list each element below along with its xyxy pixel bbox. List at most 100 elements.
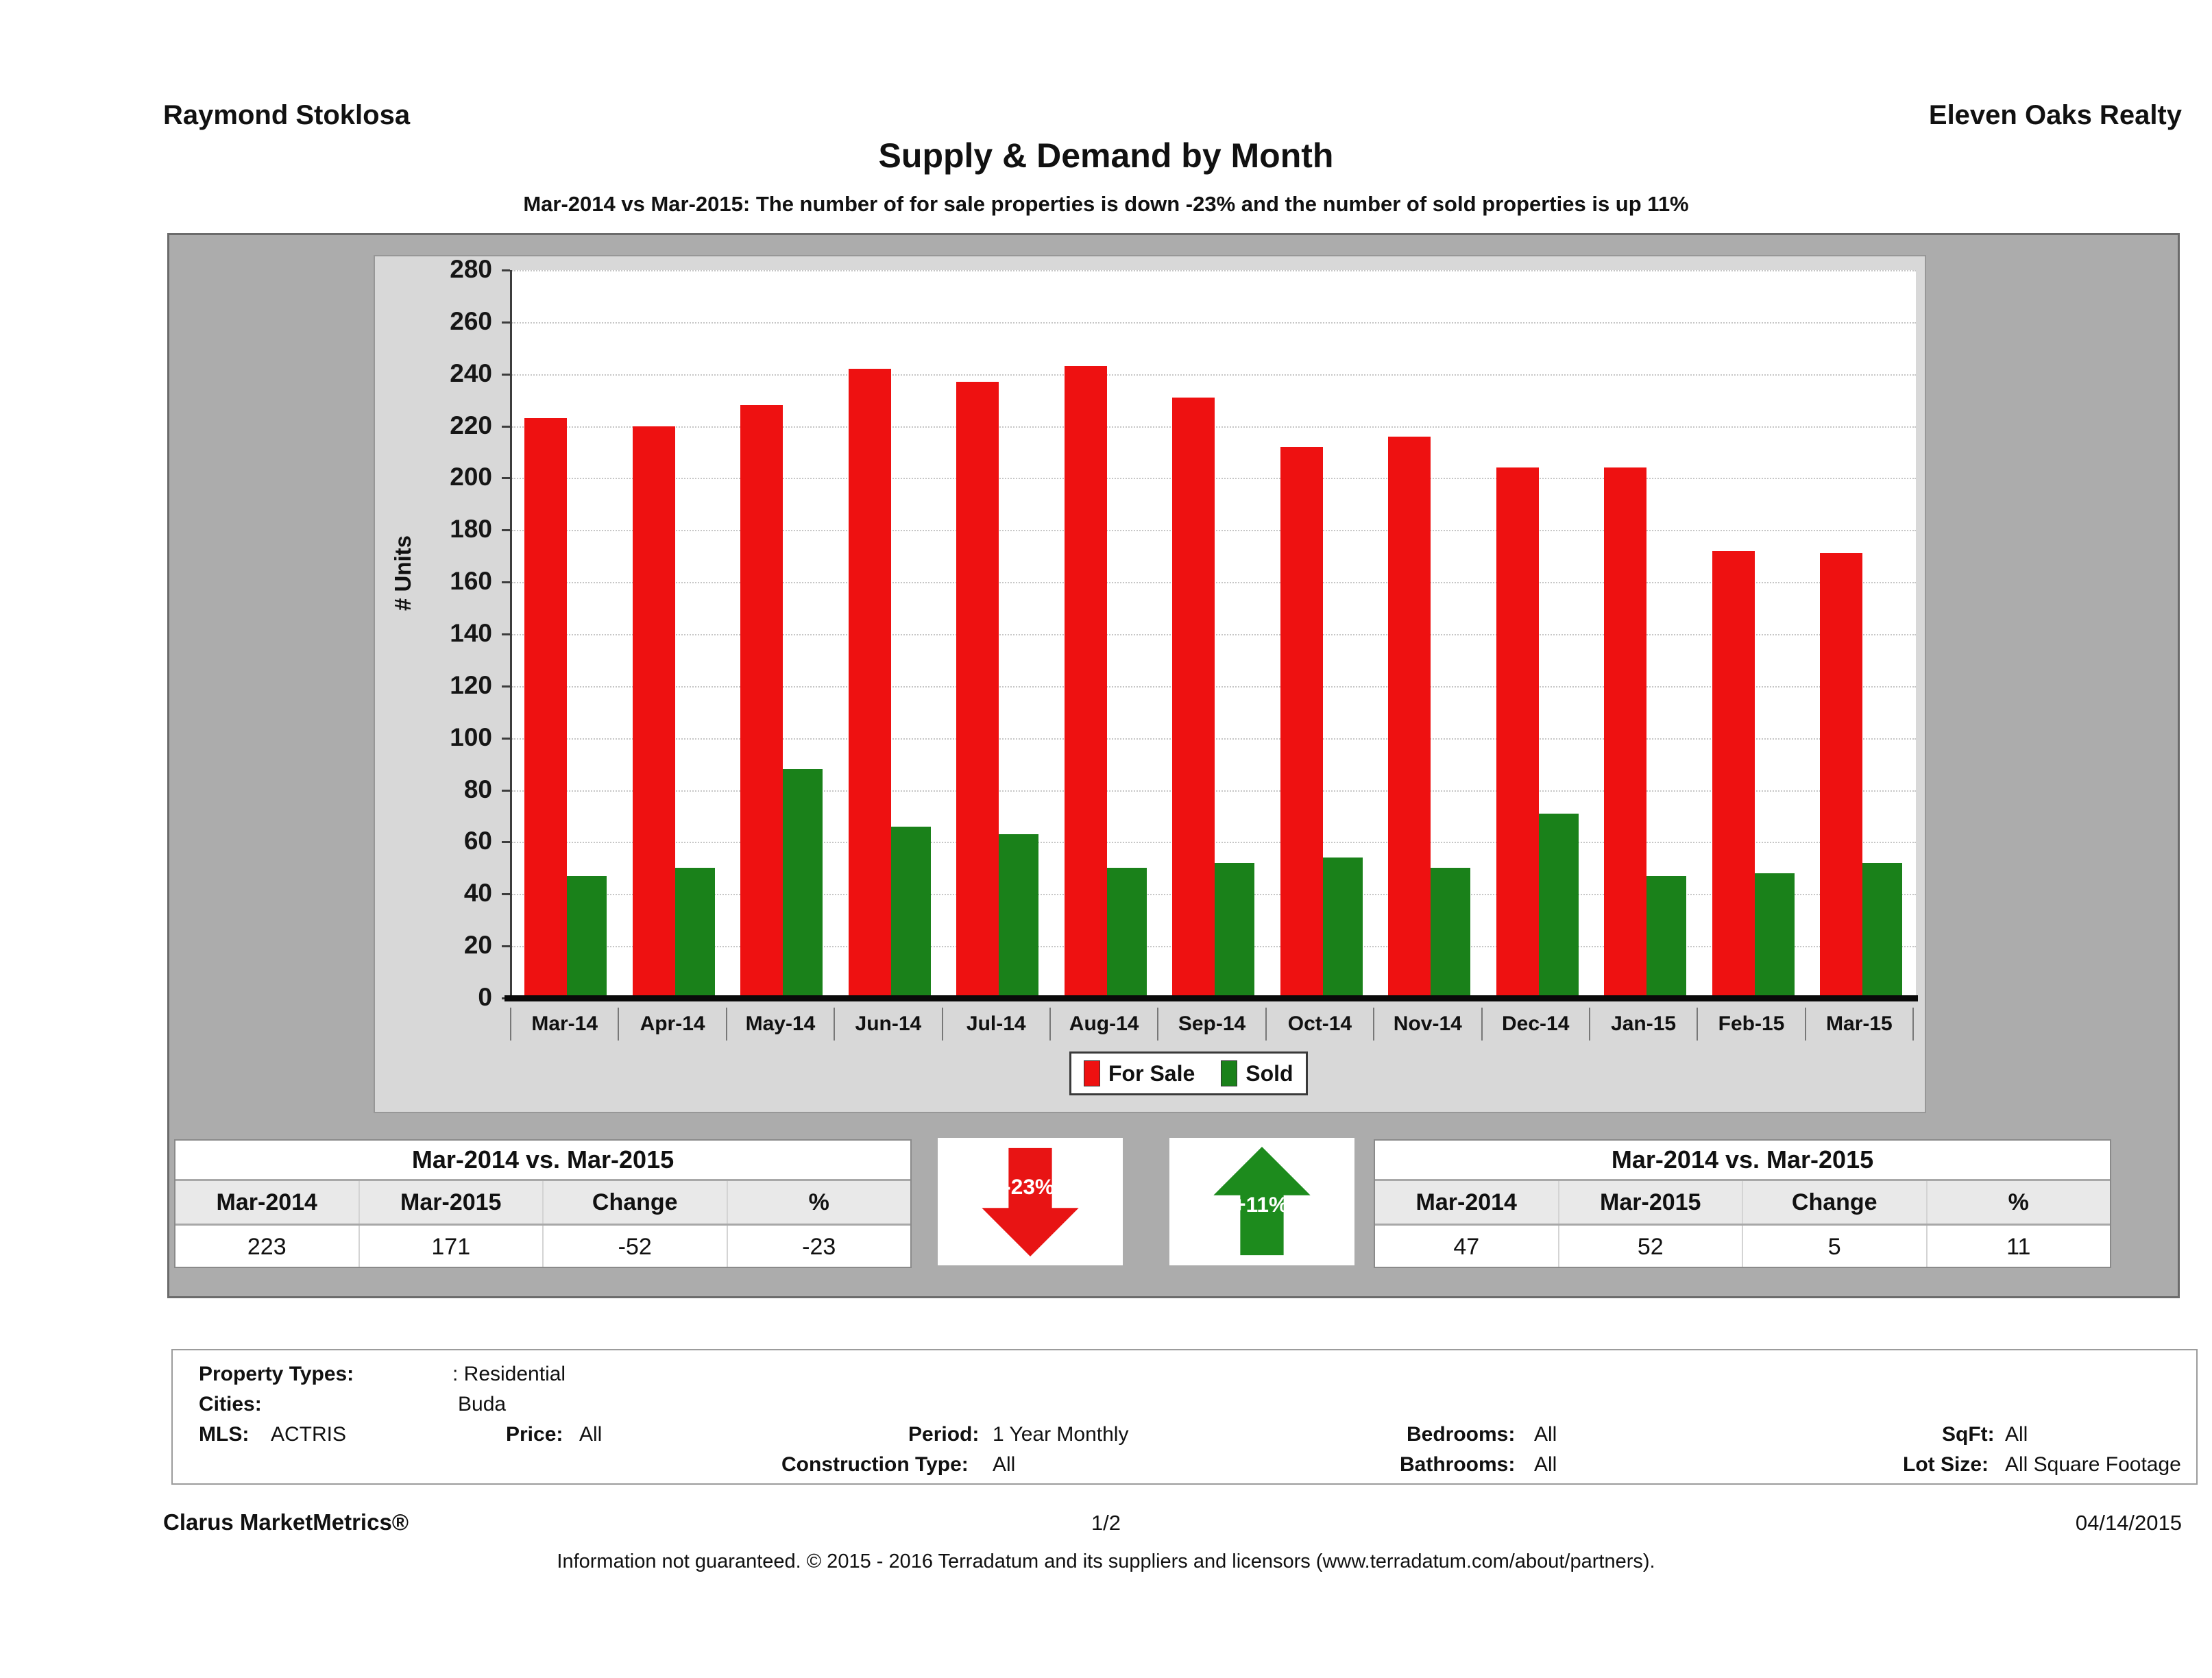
filter-lot-size: Lot Size: All Square Footage: [1903, 1453, 2181, 1476]
filter-value: All: [993, 1453, 1016, 1476]
y-tick-mark: [502, 269, 510, 271]
y-tick-label: 180: [450, 515, 492, 544]
report-filters-box: [171, 1349, 2198, 1485]
for-sale-bar-apr-14: [632, 426, 675, 998]
table-cell: -52: [542, 1226, 727, 1267]
y-tick-mark: [502, 685, 510, 688]
y-tick-mark: [502, 633, 510, 635]
sold-bar-jan-15: [1646, 876, 1687, 998]
for-sale-bar-jun-14: [848, 369, 891, 998]
for-sale-change-arrow: -23%: [938, 1138, 1123, 1265]
sold-bar-aug-14: [1106, 868, 1147, 998]
filter-label: Lot Size:: [1903, 1453, 1989, 1476]
x-axis-line: [505, 995, 1918, 1001]
y-tick-label: 160: [450, 567, 492, 596]
filter-value: All Square Footage: [2005, 1453, 2181, 1476]
for-sale-legend-label: For Sale: [1108, 1060, 1195, 1086]
sold-bar-dec-14: [1538, 814, 1579, 998]
down-arrow-icon: -23%: [982, 1147, 1079, 1256]
page-subtitle: Mar-2014 vs Mar-2015: The number of for …: [523, 192, 1689, 216]
y-tick-label: 80: [463, 775, 492, 803]
x-tick-label: Aug-14: [1049, 1008, 1157, 1041]
filter-label: Period:: [908, 1423, 980, 1446]
y-tick-mark: [502, 945, 510, 948]
sold-bar-feb-15: [1754, 873, 1795, 998]
filter-label: Price:: [506, 1423, 563, 1446]
filter-label: Bedrooms:: [1407, 1423, 1516, 1446]
filter-bathrooms: Bathrooms: All: [1400, 1453, 1557, 1476]
y-tick-label: 280: [450, 255, 492, 283]
filter-label: Construction Type:: [781, 1453, 969, 1476]
y-tick-mark: [502, 841, 510, 844]
for-sale-legend-swatch-icon: [1084, 1060, 1100, 1086]
col-header: %: [1925, 1181, 2111, 1224]
for-sale-bar-sep-14: [1172, 398, 1215, 998]
for-sale-bar-nov-14: [1388, 437, 1431, 998]
y-tick-label: 40: [463, 879, 492, 908]
y-tick-mark: [502, 789, 510, 792]
y-tick-label: 240: [450, 358, 492, 387]
sold-bar-apr-14: [674, 868, 715, 998]
sold-bar-oct-14: [1322, 858, 1363, 998]
filter-bedrooms: Bedrooms: All: [1407, 1423, 1557, 1446]
filter-value: All: [579, 1423, 603, 1446]
table-header-row: Mar-2014 Mar-2015 Change %: [1375, 1181, 2110, 1226]
table-cell: 5: [1742, 1226, 1926, 1267]
filter-period: Period: 1 Year Monthly: [908, 1423, 1128, 1446]
col-header: %: [726, 1181, 911, 1224]
y-tick-mark: [502, 581, 510, 584]
for-sale-bar-may-14: [740, 405, 783, 998]
gridline: [512, 270, 1916, 271]
y-tick-mark: [502, 425, 510, 428]
x-tick-label: Oct-14: [1265, 1008, 1373, 1041]
table-cell: 171: [358, 1226, 543, 1267]
y-tick-mark: [502, 529, 510, 532]
filter-property-types: Property Types: : Residential: [199, 1363, 566, 1386]
filter-label: Property Types:: [199, 1363, 354, 1385]
y-tick-label: 260: [450, 306, 492, 335]
sold-change-arrow: +11%: [1169, 1138, 1354, 1265]
filter-mls: MLS: ACTRIS: [199, 1423, 346, 1446]
for-sale-bar-feb-15: [1712, 551, 1755, 998]
sold-bar-sep-14: [1215, 863, 1255, 998]
company-name: Eleven Oaks Realty: [1928, 100, 2182, 130]
x-tick-label: Jul-14: [941, 1008, 1049, 1041]
y-tick-mark: [502, 893, 510, 896]
table-cell: 52: [1557, 1226, 1742, 1267]
for-sale-comparison-table: Mar-2014 vs. Mar-2015 Mar-2014 Mar-2015 …: [174, 1139, 912, 1268]
for-sale-bar-aug-14: [1064, 366, 1107, 998]
x-tick-label: Feb-15: [1697, 1008, 1804, 1041]
filter-price: Price: All: [506, 1423, 602, 1446]
for-sale-bar-jul-14: [956, 382, 999, 998]
table-data-row: 47 52 5 11: [1375, 1226, 2110, 1267]
filter-label: Bathrooms:: [1400, 1453, 1516, 1476]
x-tick-label: Jan-15: [1588, 1008, 1697, 1041]
sold-bar-jun-14: [890, 827, 931, 998]
for-sale-bar-oct-14: [1280, 447, 1323, 998]
x-tick-label: Mar-15: [1804, 1008, 1915, 1041]
filter-label: Cities:: [199, 1393, 262, 1415]
for-sale-bar-jan-15: [1604, 467, 1647, 998]
agent-name: Raymond Stoklosa: [163, 100, 411, 130]
sold-change-percent: +11%: [1233, 1192, 1288, 1217]
filter-value: ACTRIS: [271, 1423, 347, 1446]
brand-label: Clarus MarketMetrics®: [163, 1509, 409, 1535]
for-sale-bar-mar-14: [524, 418, 567, 998]
for-sale-change-percent: -23%: [1004, 1174, 1054, 1199]
table-header-row: Mar-2014 Mar-2015 Change %: [175, 1181, 910, 1226]
chart-legend: For Sale Sold: [1069, 1051, 1308, 1095]
col-header: Mar-2014: [1415, 1189, 1517, 1215]
page-title: Supply & Demand by Month: [878, 136, 1334, 175]
y-tick-label: 60: [463, 827, 492, 855]
col-header: Change: [1742, 1181, 1926, 1224]
gridline: [512, 374, 1916, 376]
up-arrow-icon: +11%: [1213, 1147, 1311, 1256]
y-tick-mark: [502, 373, 510, 376]
x-tick-label: May-14: [725, 1008, 834, 1041]
sold-bar-may-14: [783, 769, 823, 998]
x-tick-label: Mar-14: [510, 1008, 618, 1041]
sold-comparison-table: Mar-2014 vs. Mar-2015 Mar-2014 Mar-2015 …: [1374, 1139, 2111, 1268]
filter-value: : Residential: [452, 1363, 566, 1385]
x-tick-label: Dec-14: [1481, 1008, 1589, 1041]
filter-value: All: [1534, 1453, 1557, 1476]
